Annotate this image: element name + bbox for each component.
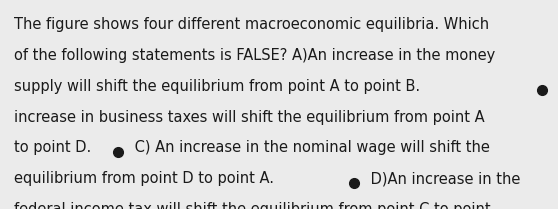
Text: of the following statements is FALSE? A)An increase in the money: of the following statements is FALSE? A)… [14,48,495,63]
Text: increase in business taxes will shift the equilibrium from point A: increase in business taxes will shift th… [14,110,484,125]
Text: D)An increase in the: D)An increase in the [366,171,521,186]
Text: The figure shows four different macroeconomic equilibria. Which: The figure shows four different macroeco… [14,17,489,32]
Text: B) An: B) An [555,79,558,94]
Text: to point D.: to point D. [14,140,91,155]
Text: C) An increase in the nominal wage will shift the: C) An increase in the nominal wage will … [131,140,490,155]
Text: supply will shift the equilibrium from point A to point B.: supply will shift the equilibrium from p… [14,79,420,94]
Text: federal income tax will shift the equilibrium from point C to point: federal income tax will shift the equili… [14,202,490,209]
Text: equilibrium from point D to point A.: equilibrium from point D to point A. [14,171,274,186]
